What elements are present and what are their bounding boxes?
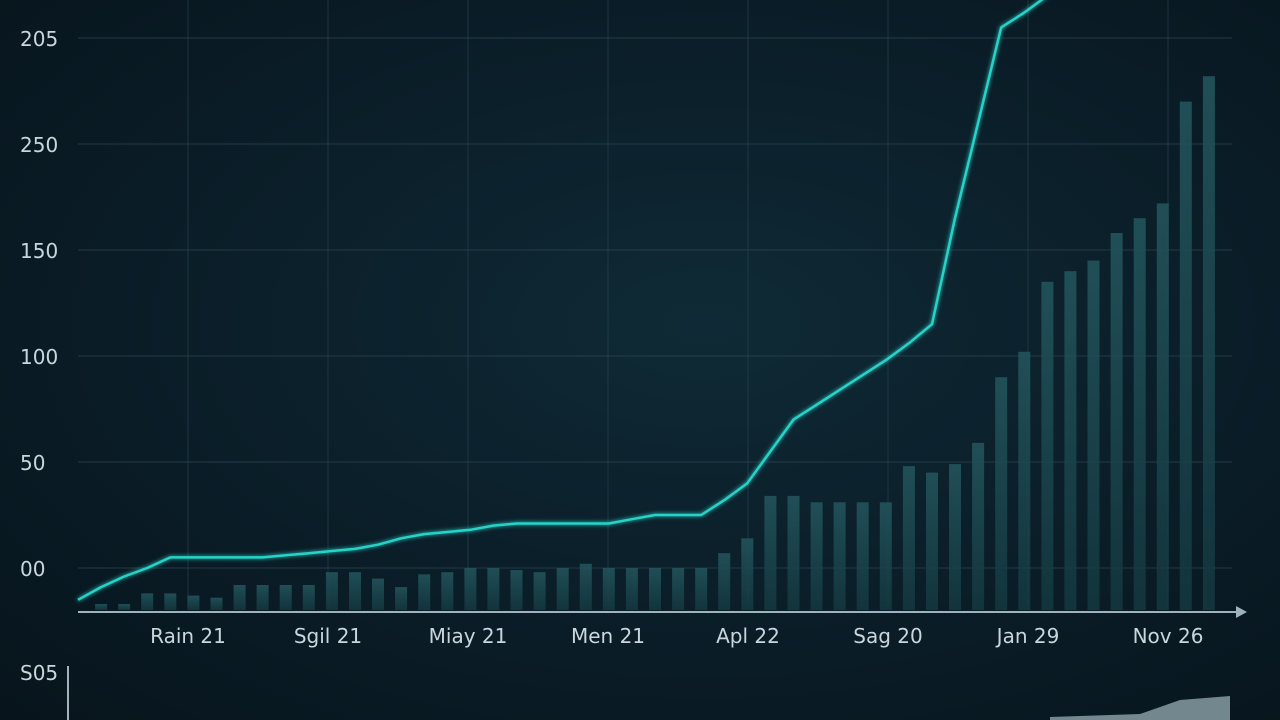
bar bbox=[233, 585, 246, 610]
bar bbox=[164, 593, 177, 610]
bar bbox=[187, 595, 200, 610]
bar bbox=[441, 572, 454, 610]
x-tick-label: Rain 21 bbox=[150, 624, 226, 648]
bar bbox=[279, 585, 292, 610]
bar bbox=[972, 442, 985, 610]
bar bbox=[926, 472, 938, 610]
bar bbox=[1018, 351, 1031, 610]
bar bbox=[879, 502, 892, 610]
bar bbox=[95, 604, 108, 610]
bar bbox=[695, 568, 708, 610]
mini-chart: S05 bbox=[20, 661, 1230, 720]
bar bbox=[395, 587, 408, 610]
bar bbox=[902, 466, 915, 610]
bar bbox=[1087, 260, 1100, 610]
x-tick-label: Sgil 21 bbox=[294, 624, 362, 648]
bar bbox=[579, 563, 592, 610]
bar bbox=[325, 572, 338, 610]
bar bbox=[256, 585, 269, 610]
bar bbox=[141, 593, 154, 610]
bar bbox=[1133, 218, 1146, 610]
y-tick-label: 100 bbox=[20, 345, 58, 369]
x-tick-label: Miay 21 bbox=[429, 624, 508, 648]
bar bbox=[118, 604, 131, 610]
bar bbox=[672, 568, 685, 610]
bar bbox=[533, 572, 546, 610]
mini-chart-area bbox=[1050, 696, 1230, 720]
bar bbox=[602, 568, 615, 610]
bar bbox=[625, 568, 638, 610]
bar bbox=[649, 568, 661, 610]
bar bbox=[764, 495, 777, 610]
bar bbox=[464, 568, 477, 610]
x-tick-label: Sag 20 bbox=[853, 624, 922, 648]
bar bbox=[418, 574, 431, 610]
line-series bbox=[77, 0, 1044, 601]
x-tick-label: Apl 22 bbox=[716, 624, 780, 648]
bar bbox=[810, 502, 823, 610]
series-line bbox=[77, 0, 1044, 601]
x-tick-label: Nov 26 bbox=[1133, 624, 1204, 648]
mini-chart-y-label: S05 bbox=[20, 661, 58, 685]
bar bbox=[210, 597, 223, 610]
bar bbox=[1110, 233, 1123, 610]
bar bbox=[1202, 76, 1215, 610]
bar bbox=[949, 464, 961, 610]
bar bbox=[1156, 203, 1169, 610]
bar bbox=[1179, 101, 1192, 610]
bar bbox=[995, 377, 1008, 610]
bar bbox=[1064, 271, 1077, 610]
bar bbox=[372, 578, 384, 610]
y-tick-label: 150 bbox=[20, 239, 58, 263]
y-tick-label: 00 bbox=[20, 557, 45, 581]
bar bbox=[510, 570, 523, 610]
bar-series bbox=[95, 76, 1215, 610]
bar bbox=[487, 568, 500, 610]
x-axis bbox=[78, 606, 1247, 618]
bar bbox=[302, 585, 315, 610]
bar bbox=[349, 572, 361, 610]
bar bbox=[833, 502, 846, 610]
x-axis-arrow bbox=[1236, 606, 1247, 618]
y-tick-label: 250 bbox=[20, 133, 58, 157]
x-tick-label: Jan 29 bbox=[995, 624, 1060, 648]
bar bbox=[1041, 281, 1054, 610]
bar bbox=[556, 568, 569, 610]
bar bbox=[741, 538, 754, 610]
bar bbox=[787, 495, 800, 610]
x-tick-label: Men 21 bbox=[571, 624, 645, 648]
y-tick-label: 50 bbox=[20, 451, 45, 475]
y-tick-label: 205 bbox=[20, 27, 58, 51]
bar bbox=[718, 553, 731, 610]
bar bbox=[856, 502, 869, 610]
y-axis-ticks: 00 50 100 150 250 205 bbox=[20, 27, 58, 581]
x-axis-ticks: Rain 21 Sgil 21 Miay 21 Men 21 Apl 22 Sag 20 J… bbox=[150, 624, 1203, 648]
